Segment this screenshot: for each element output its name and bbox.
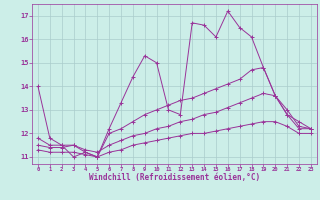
X-axis label: Windchill (Refroidissement éolien,°C): Windchill (Refroidissement éolien,°C) (89, 173, 260, 182)
